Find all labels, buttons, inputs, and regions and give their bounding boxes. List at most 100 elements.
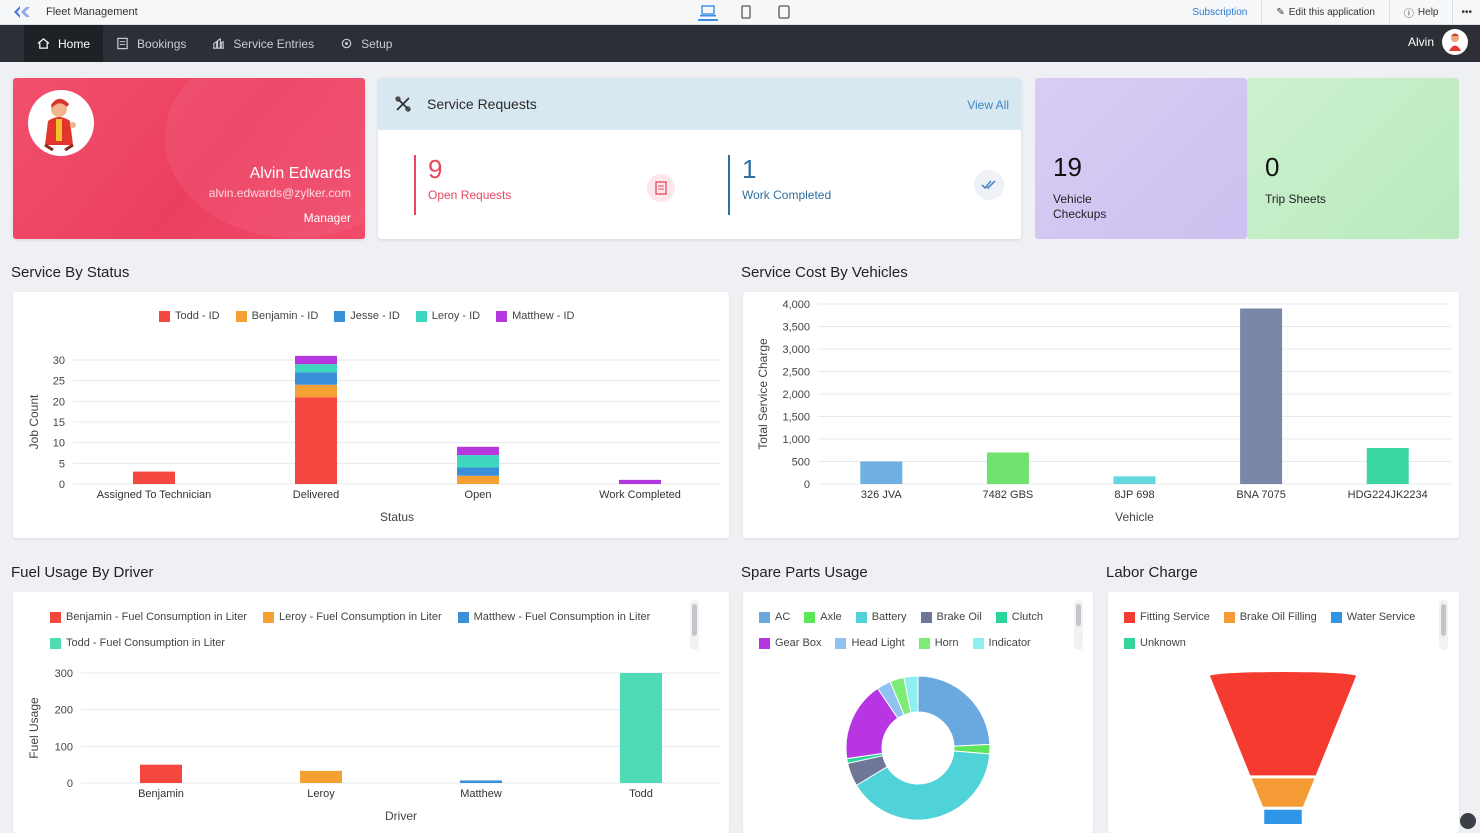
help-label: Help — [1417, 7, 1439, 18]
spare-legend-item[interactable]: Brake Oil — [920, 610, 982, 624]
legend-swatch — [920, 611, 932, 623]
bar — [300, 770, 342, 783]
help-button[interactable]: ⓘ Help — [1388, 0, 1453, 25]
user-menu[interactable]: Alvin — [1408, 29, 1468, 55]
legend-swatch — [995, 611, 1007, 623]
view-all-link[interactable]: View All — [967, 98, 1009, 112]
legend-label: Benjamin - ID — [251, 310, 319, 322]
spare-legend-item[interactable]: AC — [759, 610, 790, 624]
legend-label: Leroy - Fuel Consumption in Liter — [278, 611, 442, 623]
x-axis-label: Driver — [385, 809, 417, 823]
status-legend-item[interactable]: Todd - ID — [159, 310, 220, 322]
nav-bookings-label: Bookings — [137, 36, 187, 51]
y-tick-label: 25 — [53, 376, 65, 388]
spare-legend-item[interactable]: Axle — [804, 610, 842, 624]
legend-swatch — [159, 310, 170, 322]
profile-role: Manager — [303, 211, 351, 225]
y-tick-label: 300 — [55, 668, 73, 680]
tablet-view-icon[interactable] — [736, 3, 756, 21]
nav-home[interactable]: Home — [24, 25, 104, 62]
fuel-legend-item[interactable]: Leroy - Fuel Consumption in Liter — [262, 610, 442, 624]
desktop-view-icon[interactable] — [698, 3, 718, 21]
x-axis-label: Vehicle — [1115, 510, 1154, 524]
nav-service-entries[interactable]: Service Entries — [199, 25, 327, 62]
funnel-segment — [1251, 778, 1315, 807]
app-logo-icon[interactable] — [12, 5, 34, 19]
spare-parts-chart: AC Axle Battery Brake Oil Clutch Gear Box Head… — [743, 592, 1093, 833]
bar — [140, 764, 182, 783]
spare-legend-item[interactable]: Gear Box — [759, 636, 821, 650]
labor-legend-item[interactable]: Unknown — [1124, 636, 1186, 650]
x-tick-label: Benjamin — [138, 788, 184, 800]
status-legend-item[interactable]: Matthew - ID — [496, 310, 574, 322]
x-tick-label: Assigned To Technician — [97, 489, 212, 501]
x-tick-label: Leroy — [307, 788, 335, 800]
labor-charge-plot — [1210, 672, 1356, 824]
service-requests-card: Service Requests View All 9 Open Request… — [378, 78, 1021, 239]
legend-label: Todd - Fuel Consumption in Liter — [66, 637, 225, 649]
y-tick-label: 0 — [804, 479, 810, 491]
legend-swatch — [1124, 611, 1135, 623]
mobile-view-icon[interactable] — [774, 3, 794, 21]
status-legend-item[interactable]: Benjamin - ID — [235, 310, 319, 322]
vehicle-checkups-label: Vehicle Checkups — [1053, 192, 1107, 221]
spare-legend-item[interactable]: Head Light — [835, 636, 905, 650]
fuel-legend-item[interactable]: Matthew - Fuel Consumption in Liter — [457, 610, 650, 624]
bar — [460, 780, 502, 783]
nav-bookings[interactable]: Bookings — [103, 25, 199, 62]
x-tick-label: 8JP 698 — [1114, 489, 1154, 501]
legend-swatch — [415, 310, 427, 322]
fuel-usage-chart: Benjamin - Fuel Consumption in Liter Lero… — [13, 592, 729, 833]
work-completed-stat[interactable]: 1 Work Completed — [728, 155, 831, 215]
status-legend-item[interactable]: Leroy - ID — [415, 310, 480, 322]
labor-legend-item[interactable]: Brake Oil Filling — [1223, 610, 1317, 624]
funnel-rim — [1210, 672, 1356, 680]
service-by-status-plot: 0 5 10 15 20 25 30 Assigned To Technician Delive… — [27, 355, 721, 524]
pencil-icon: ✎ — [1276, 7, 1285, 18]
bookings-icon — [117, 37, 128, 50]
home-icon — [37, 38, 50, 49]
edit-application-button[interactable]: ✎ Edit this application — [1261, 0, 1389, 25]
spare-legend-scroll-thumb[interactable] — [1076, 604, 1081, 626]
fuel-legend-scroll-thumb[interactable] — [692, 604, 697, 636]
spare-legend-item[interactable]: Clutch — [995, 610, 1043, 624]
legend-swatch — [855, 611, 867, 623]
main-nav: Home Bookings Service Entries Setup Alvi… — [0, 25, 1480, 62]
y-axis-label: Job Count — [27, 394, 41, 449]
x-axis-label: Status — [380, 510, 414, 524]
status-legend-item[interactable]: Jesse - ID — [334, 310, 400, 322]
trip-sheets-tile[interactable]: 0 Trip Sheets — [1247, 78, 1459, 239]
profile-avatar — [28, 90, 94, 156]
legend-swatch — [759, 637, 770, 649]
y-tick-label: 500 — [792, 457, 810, 469]
bar-segment — [133, 471, 175, 484]
help-icon: ⓘ — [1403, 9, 1414, 20]
legend-swatch — [50, 637, 61, 649]
fuel-legend-item[interactable]: Todd - Fuel Consumption in Liter — [50, 636, 225, 650]
fuel-legend-item[interactable]: Benjamin - Fuel Consumption in Liter — [50, 610, 247, 624]
x-tick-label: BNA 7075 — [1236, 489, 1286, 501]
legend-swatch — [918, 637, 930, 649]
vehicle-checkups-tile[interactable]: 19 Vehicle Checkups — [1035, 78, 1247, 239]
y-tick-label: 20 — [53, 396, 65, 408]
tools-icon — [395, 96, 411, 112]
labor-legend-item[interactable]: Water Service — [1330, 610, 1416, 624]
subscription-link[interactable]: Subscription — [1192, 7, 1248, 18]
profile-email: alvin.edwards@zylker.com — [208, 186, 351, 200]
y-tick-label: 3,000 — [782, 344, 810, 356]
spare-legend-item[interactable]: Horn — [918, 636, 959, 650]
more-options-button[interactable]: ••• — [1452, 0, 1480, 25]
edit-application-label: Edit this application — [1288, 7, 1375, 18]
spare-legend-item[interactable]: Indicator — [972, 636, 1031, 650]
labor-legend-scroll-thumb[interactable] — [1441, 604, 1446, 636]
legend-label: Water Service — [1346, 611, 1416, 623]
y-tick-label: 0 — [59, 479, 65, 491]
nav-setup[interactable]: Setup — [327, 25, 405, 62]
assistant-icon[interactable] — [1460, 813, 1476, 829]
labor-legend-item[interactable]: Fitting Service — [1124, 610, 1210, 624]
open-requests-stat[interactable]: 9 Open Requests — [414, 155, 511, 215]
spare-legend-item[interactable]: Battery — [855, 610, 907, 624]
legend-label: AC — [775, 611, 791, 623]
bar-segment — [295, 355, 337, 365]
legend-swatch — [496, 310, 508, 322]
